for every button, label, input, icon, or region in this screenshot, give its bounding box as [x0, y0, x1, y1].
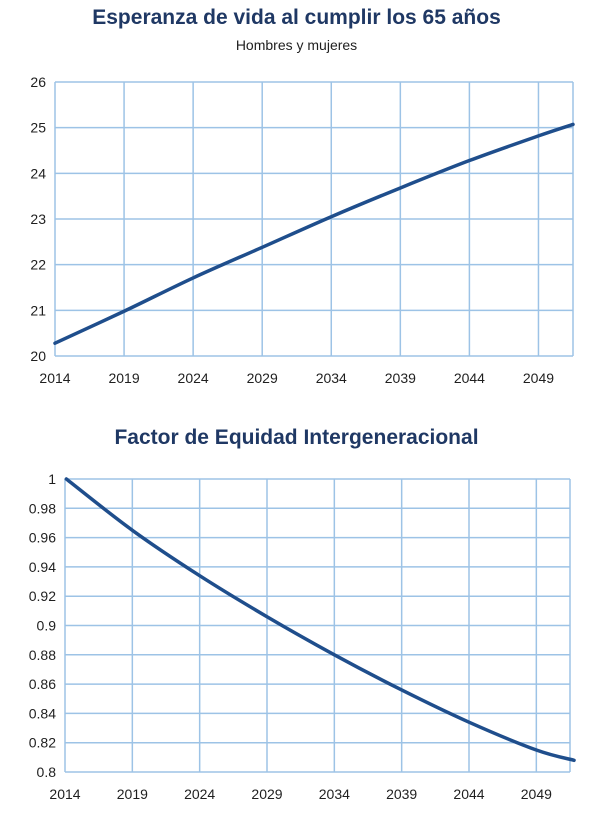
y-tick-label: 0.8: [37, 764, 57, 780]
x-tick-label: 2044: [453, 786, 484, 802]
y-tick-label: 21: [30, 302, 46, 318]
x-tick-label: 2019: [108, 370, 139, 386]
x-tick-label: 2044: [454, 370, 485, 386]
y-tick-label: 20: [30, 348, 46, 364]
y-tick-label: 26: [30, 74, 46, 90]
chart-subtitle: Hombres y mujeres: [235, 37, 358, 53]
y-tick-label: 0.96: [29, 530, 56, 546]
x-tick-label: 2014: [49, 786, 80, 802]
x-tick-label: 2039: [385, 370, 416, 386]
x-tick-label: 2014: [39, 370, 70, 386]
x-tick-label: 2034: [316, 370, 347, 386]
x-tick-label: 2029: [247, 370, 278, 386]
y-tick-label: 0.98: [29, 500, 56, 516]
y-tick-label: 0.86: [29, 676, 56, 692]
y-tick-label: 0.88: [29, 647, 56, 663]
series-line: [64, 477, 576, 763]
x-tick-label: 2029: [251, 786, 282, 802]
y-tick-label: 0.82: [29, 735, 56, 751]
y-tick-label: 1: [48, 471, 56, 487]
x-tick-label: 2034: [319, 786, 350, 802]
chart-title: Esperanza de vida al cumplir los 65 años: [92, 6, 501, 29]
line-chart-life-expectancy: 20 21 22 23 24 25 26 2014 2019 2024 2029 2034 2039 20…: [30, 74, 575, 386]
chart-title: Factor de Equidad Intergeneracional: [114, 426, 479, 449]
y-tick-label: 0.84: [29, 705, 56, 721]
y-tick-label: 24: [30, 165, 46, 181]
y-tick-label: 25: [30, 120, 46, 136]
y-tick-label: 23: [30, 211, 46, 227]
y-tick-label: 0.94: [29, 559, 56, 575]
x-tick-label: 2049: [521, 786, 552, 802]
y-tick-label: 0.9: [37, 618, 57, 634]
y-tick-label: 0.92: [29, 588, 56, 604]
series-line: [53, 122, 575, 345]
y-tick-label: 22: [30, 257, 46, 273]
x-tick-label: 2024: [178, 370, 209, 386]
x-tick-label: 2024: [184, 786, 215, 802]
x-tick-label: 2019: [117, 786, 148, 802]
x-tick-label: 2049: [523, 370, 554, 386]
x-tick-label: 2039: [386, 786, 417, 802]
